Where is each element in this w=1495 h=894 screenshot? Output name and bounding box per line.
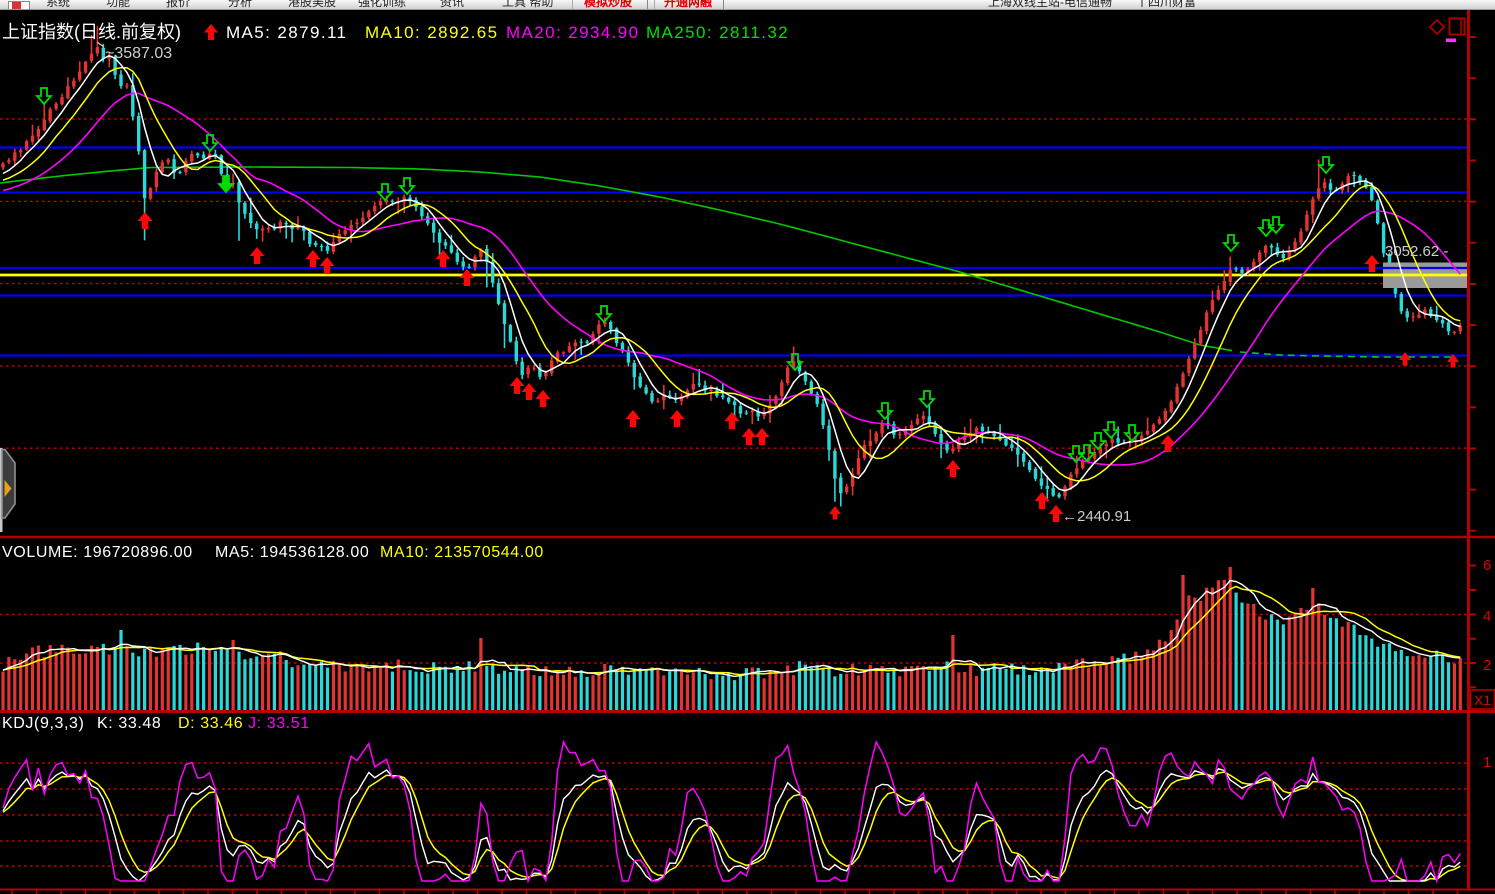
svg-text:KDJ(9,3,3): KDJ(9,3,3): [2, 715, 84, 732]
svg-text:6: 6: [1483, 557, 1491, 574]
svg-text:MA10: 213570544.00: MA10: 213570544.00: [380, 544, 544, 561]
svg-text:D: 33.46: D: 33.46: [178, 715, 243, 732]
svg-text:VOLUME: 196720896.00: VOLUME: 196720896.00: [2, 544, 193, 561]
svg-text:1: 1: [1483, 754, 1491, 771]
svg-text:MA20: 2934.90: MA20: 2934.90: [506, 23, 640, 42]
svg-text:X1: X1: [1474, 692, 1491, 708]
svg-text:J: 33.51: J: 33.51: [248, 715, 310, 732]
svg-text:K: 33.48: K: 33.48: [97, 715, 161, 732]
svg-text:上证指数(日线.前复权): 上证指数(日线.前复权): [2, 22, 181, 42]
svg-text:←2440.91: ←2440.91: [1062, 508, 1131, 525]
svg-text:MA10: 2892.65: MA10: 2892.65: [365, 23, 499, 42]
svg-text:4: 4: [1483, 608, 1491, 625]
svg-text:MA5: 2879.11: MA5: 2879.11: [226, 23, 347, 42]
svg-text:3052.62 -: 3052.62 -: [1385, 243, 1448, 260]
svg-text:2: 2: [1483, 657, 1491, 674]
svg-text:MA5: 194536128.00: MA5: 194536128.00: [215, 544, 369, 561]
svg-text:MA250: 2811.32: MA250: 2811.32: [646, 23, 789, 42]
svg-text:~3587.03: ~3587.03: [105, 45, 172, 62]
